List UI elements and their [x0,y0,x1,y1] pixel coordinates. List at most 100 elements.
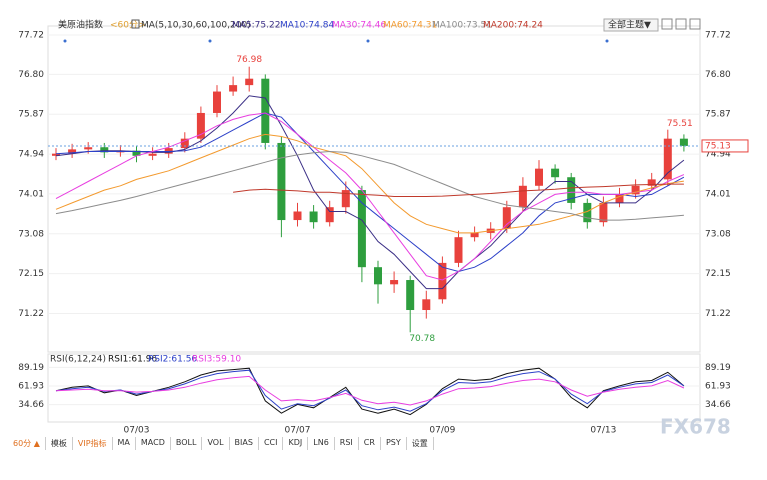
y-tick-label: 77.72 [18,31,44,41]
marker-dot [605,39,609,43]
line [55,367,685,416]
candle-body [518,185,527,208]
y-tick-label: 89.19 [18,363,44,373]
candle-body [277,142,286,221]
candle-body [470,232,479,238]
indicator-tab[interactable]: VOL [202,437,230,450]
period: <60分> [110,20,146,31]
candle-body [100,147,109,153]
theme-button-label[interactable]: 全部主题▼ [608,19,651,31]
candle-body [583,202,592,223]
legend-entry: MA5:75.22 [232,21,280,31]
y-tick-label-right: 74.94 [705,150,731,160]
indicator-tab[interactable]: CCI [259,437,284,450]
candle-body [406,280,415,311]
indicator-tab[interactable]: CR [359,437,381,450]
indicator-tab[interactable]: BIAS [230,437,259,450]
y-tick-label-right: 71.22 [705,309,731,319]
candle-body [422,299,431,311]
candle-body [245,78,254,86]
candle-body [196,112,205,139]
candle-body [663,138,672,180]
legend-entry: RSI3:59.10 [192,355,241,365]
icon-button[interactable] [675,18,687,30]
candle-body [52,153,60,156]
line [55,375,685,406]
y-tick-label-right: 89.19 [705,363,731,373]
rsi-frame [47,353,701,423]
y-tick-label-right: 72.15 [705,269,731,279]
icon-button[interactable] [689,18,701,30]
main-frame [47,25,701,353]
candle-body [213,91,221,113]
line [233,183,684,197]
indicator-tab[interactable]: VIP指标 [73,437,113,450]
candle-body [438,262,447,300]
x-tick-label: 07/03 [124,426,150,436]
indicator-tab[interactable]: MACD [136,437,171,450]
y-tick-label: 75.87 [18,110,44,120]
indicator-tab[interactable]: KDJ [283,437,309,450]
candle-body [535,168,543,186]
icon [131,19,140,29]
indicator-tab[interactable]: PSY [381,437,407,450]
legend-entry: MA30:74.46 [332,21,386,31]
low-label: 70.78 [409,334,435,344]
ma-label: MA(5,10,30,60,100,200) [141,21,251,31]
candle-body [341,190,350,208]
y-tick-label-right: 77.72 [705,31,731,41]
legend-entry: MA60:74.31 [383,21,437,31]
candle-body [229,85,238,92]
rsi-title: RSI(6,12,24) [50,355,106,365]
y-tick-label: 72.15 [18,269,44,279]
last-price-label: 75.13 [705,141,731,151]
candle-body [180,138,189,149]
indicator-tab[interactable]: LN6 [308,437,335,450]
candle-body [502,207,511,229]
legend-entry: MA200:74.24 [483,21,543,31]
indicator-tab[interactable]: BOLL [171,437,203,450]
candle-body [454,237,463,263]
line [55,133,684,234]
chart-title: 美原油指数 [58,19,103,31]
candle-body [551,168,560,178]
line [55,112,685,273]
candle-body [132,150,141,156]
watermark: FX678 [660,415,731,437]
recent-high-label: 75.51 [667,119,693,129]
theme-button[interactable] [603,18,659,32]
legend-entry: RSI2:61.56 [148,355,197,365]
candle-body [390,280,399,285]
candle-body [148,153,157,156]
line [55,369,685,412]
candle-body [679,138,688,146]
high-label: 76.98 [236,55,262,65]
y-tick-label: 74.01 [18,189,44,199]
x-tick-label: 07/07 [285,426,311,436]
indicator-tab[interactable]: 设置 [407,437,434,450]
x-tick-label: 07/09 [429,426,455,436]
y-tick-label: 73.08 [18,229,44,239]
y-tick-label: 71.22 [18,309,44,319]
candle-body [309,211,318,223]
line [55,150,684,221]
y-tick-label-right: 34.66 [705,400,731,410]
period-selector[interactable]: 60分 ▲ [8,437,46,450]
candle-body [357,190,366,268]
marker-dot [63,39,67,43]
icon-button[interactable] [661,18,673,30]
candle-body [599,202,608,223]
line [55,112,685,281]
x-tick-label: 07/13 [590,426,616,436]
indicator-tab[interactable]: MA [113,437,136,450]
indicator-tab[interactable]: 模板 [46,437,73,450]
candle-body [647,179,656,186]
marker-dot [208,39,212,43]
y-tick-label: 61.93 [18,381,44,391]
candle-body [68,149,77,154]
indicator-tab[interactable]: RSI [335,437,359,450]
candle-body [615,194,624,203]
candle-body [293,211,302,221]
y-tick-label-right: 76.80 [705,70,731,80]
